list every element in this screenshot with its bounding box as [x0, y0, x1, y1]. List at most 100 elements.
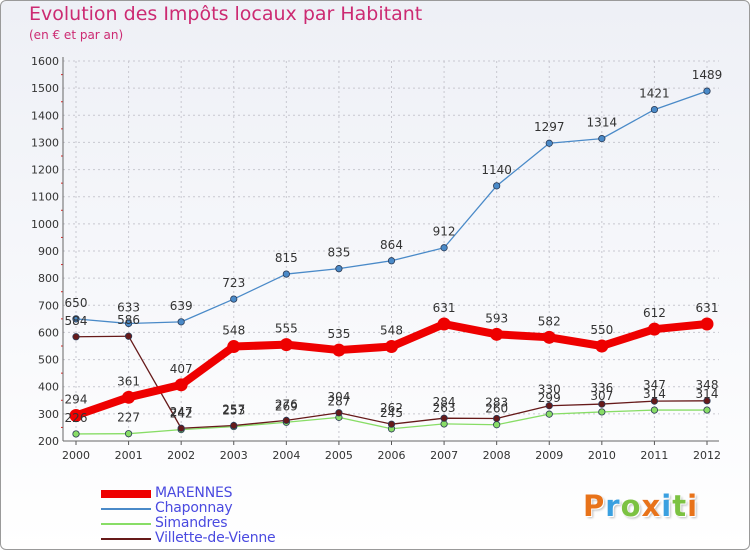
- point-marennes-2005: [332, 343, 346, 357]
- legend-item-marennes: MARENNES: [101, 485, 361, 502]
- data-label-villette-de-vienne-2000: 584: [65, 314, 88, 328]
- point-villette-de-vienne-2005: [335, 409, 343, 417]
- legend-item-villette-de-vienne: Villette-de-Vienne: [101, 530, 361, 547]
- data-label-simandres-2010: 307: [590, 389, 613, 403]
- point-chaponnay-2004: [282, 270, 290, 278]
- data-label-marennes-2002: 407: [170, 362, 193, 376]
- x-tick-label-2011: 2011: [640, 449, 668, 462]
- data-label-simandres-2004: 269: [275, 399, 298, 413]
- point-villette-de-vienne-2003: [230, 421, 238, 430]
- point-villette-de-vienne-2012: [703, 397, 711, 405]
- data-label-chaponnay-2007: 912: [433, 225, 456, 239]
- x-tick-label-2000: 2000: [62, 449, 90, 462]
- legend-label-simandres: Simandres: [155, 515, 228, 531]
- y-tick-label-1600: 1600: [31, 55, 59, 68]
- x-tick-label-2001: 2001: [115, 449, 143, 462]
- data-label-chaponnay-2002: 639: [170, 299, 193, 313]
- series-marennes: [69, 317, 714, 422]
- y-tick-label-1300: 1300: [31, 136, 59, 149]
- data-label-layer: 226 227 242 253 269 287 245 263 260 299 307 314 314 5…: [65, 68, 723, 425]
- data-label-villette-de-vienne-2003: 257: [222, 403, 245, 417]
- data-label-chaponnay-2004: 815: [275, 251, 298, 265]
- point-chaponnay-2005: [335, 265, 343, 273]
- point-marennes-2010: [595, 339, 609, 353]
- x-tick-label-2006: 2006: [378, 449, 406, 462]
- data-label-chaponnay-2008: 1140: [481, 163, 512, 177]
- legend-swatch-simandres: [101, 523, 151, 525]
- y-tick-label-200: 200: [38, 435, 59, 448]
- point-marennes-2012: [700, 317, 714, 331]
- data-label-simandres-2009: 299: [538, 391, 561, 405]
- point-simandres-2001: [124, 430, 133, 438]
- point-chaponnay-2007: [440, 244, 448, 252]
- logo-letter: t: [672, 489, 688, 523]
- y-tick-label-400: 400: [38, 381, 59, 394]
- y-tick-label-1400: 1400: [31, 109, 59, 122]
- point-chaponnay-2011: [650, 105, 659, 114]
- logo-letter: i: [687, 489, 699, 523]
- y-tick-label-700: 700: [38, 299, 59, 312]
- data-label-marennes-2009: 582: [538, 314, 561, 328]
- x-tick-label-2010: 2010: [588, 449, 616, 462]
- point-chaponnay-2006: [387, 257, 396, 265]
- series-chaponnay: [72, 87, 711, 328]
- data-label-simandres-2011: 314: [643, 387, 666, 401]
- data-label-marennes-2011: 612: [643, 306, 666, 320]
- data-label-marennes-2004: 555: [275, 322, 298, 336]
- point-villette-de-vienne-2001: [124, 332, 133, 340]
- legend-item-simandres: Simandres: [101, 515, 361, 532]
- point-simandres-2009: [545, 410, 553, 418]
- data-label-villette-de-vienne-2006: 262: [380, 401, 403, 415]
- legend-label-marennes: MARENNES: [155, 485, 233, 501]
- grid-layer: [63, 60, 719, 442]
- point-marennes-2008: [490, 327, 504, 341]
- data-label-marennes-2008: 593: [485, 311, 508, 325]
- data-label-villette-de-vienne-2002: 247: [170, 405, 193, 419]
- point-chaponnay-2000: [72, 315, 80, 323]
- point-simandres-2010: [598, 408, 606, 416]
- point-marennes-2009: [542, 330, 556, 344]
- series-layer: [69, 87, 714, 438]
- point-villette-de-vienne-2004: [282, 416, 290, 424]
- point-marennes-2002: [174, 378, 188, 392]
- logo-letter: i: [661, 489, 673, 523]
- axis-layer: 200 300 400 500 600 700 800 900 1000 1100 1200 1300…: [31, 55, 721, 462]
- y-tick-label-300: 300: [38, 408, 59, 421]
- data-label-chaponnay-2011: 1421: [639, 87, 670, 101]
- point-chaponnay-2001: [124, 319, 133, 328]
- point-chaponnay-2002: [177, 318, 185, 326]
- data-label-chaponnay-2000: 650: [65, 296, 88, 310]
- data-label-chaponnay-2009: 1297: [534, 120, 565, 134]
- point-marennes-2007: [437, 317, 451, 331]
- x-tick-label-2002: 2002: [167, 449, 195, 462]
- x-tick-label-2012: 2012: [693, 449, 721, 462]
- point-marennes-2003: [227, 340, 241, 354]
- data-label-chaponnay-2006: 864: [380, 238, 403, 252]
- point-marennes-2006: [385, 340, 398, 354]
- data-label-marennes-2001: 361: [117, 374, 140, 388]
- point-villette-de-vienne-2002: [177, 424, 185, 432]
- data-label-villette-de-vienne-2010: 336: [590, 381, 613, 395]
- y-tick-label-1500: 1500: [31, 82, 59, 95]
- logo-letter: x: [641, 489, 662, 523]
- x-tick-label-2007: 2007: [430, 449, 458, 462]
- legend-swatch-villette-de-vienne: [101, 538, 151, 540]
- y-tick-label-1000: 1000: [31, 218, 59, 231]
- data-label-villette-de-vienne-2001: 586: [117, 313, 140, 327]
- data-label-villette-de-vienne-2011: 347: [643, 378, 666, 392]
- data-label-simandres-2012: 314: [696, 387, 719, 401]
- data-label-chaponnay-2005: 835: [327, 246, 350, 260]
- point-chaponnay-2010: [598, 135, 606, 143]
- proxiti-logo: Proxiti: [583, 489, 698, 523]
- point-chaponnay-2012: [703, 87, 711, 95]
- logo-letter: P: [583, 489, 606, 523]
- point-villette-de-vienne-2011: [650, 397, 659, 405]
- legend-label-chaponnay: Chaponnay: [155, 500, 233, 516]
- point-villette-de-vienne-2006: [387, 420, 396, 428]
- point-marennes-2001: [122, 390, 136, 404]
- point-simandres-2008: [493, 421, 501, 429]
- point-simandres-2000: [72, 430, 80, 438]
- data-label-marennes-2005: 535: [327, 327, 350, 341]
- legend-swatch-chaponnay: [101, 508, 151, 510]
